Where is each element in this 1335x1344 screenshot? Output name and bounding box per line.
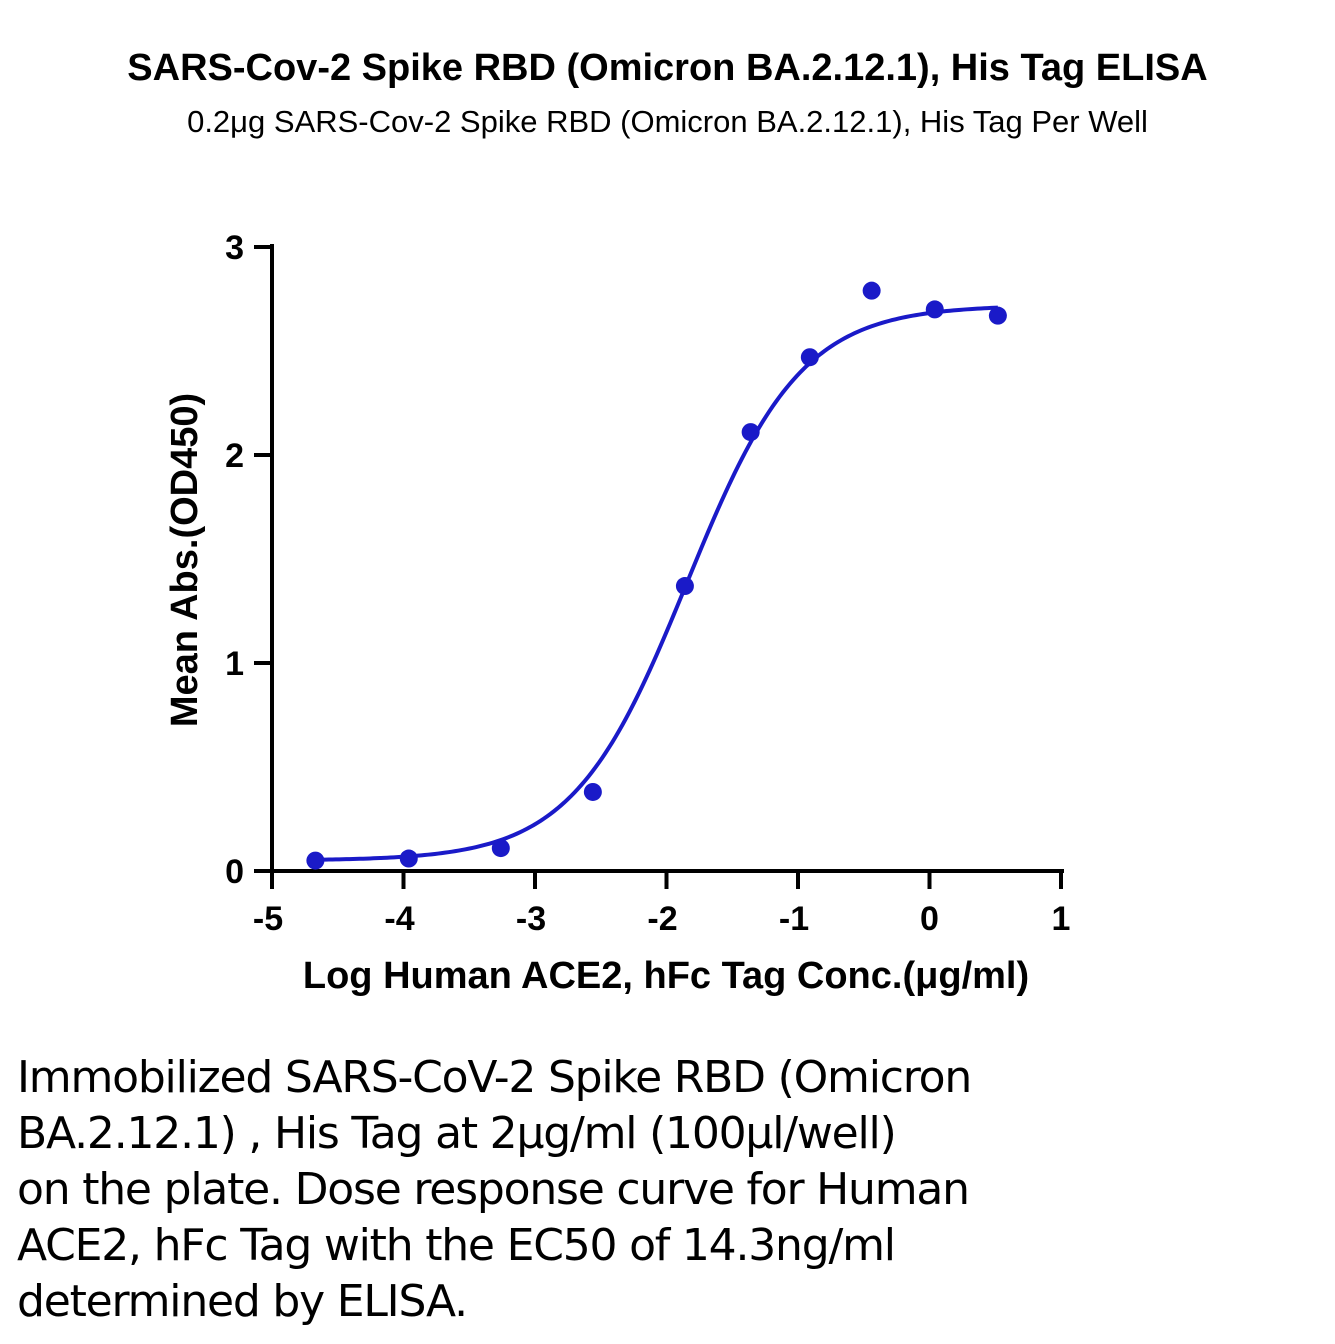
y-tick-label: 1	[225, 645, 244, 683]
caption-line: BA.2.12.1) , His Tag at 2μg/ml (100μl/we…	[17, 1108, 897, 1159]
x-tick-label: -2	[647, 900, 677, 938]
y-tick-label: 3	[225, 229, 244, 267]
chart-title: SARS-Cov-2 Spike RBD (Omicron BA.2.12.1)…	[127, 47, 1208, 89]
data-point	[925, 300, 944, 319]
caption-line: ACE2, hFc Tag with the EC50 of 14.3ng/ml	[17, 1220, 896, 1271]
x-tick-label: -1	[779, 900, 809, 938]
y-tick-label: 0	[225, 853, 244, 891]
y-tick-label: 2	[225, 437, 244, 475]
data-point	[306, 851, 325, 870]
fit-curve	[315, 305, 998, 862]
x-axis: -5 -4 -3 -2 -1 0 1 Log Human ACE2, hFc Tag Con…	[253, 869, 1071, 997]
caption-line: determined by ELISA.	[17, 1276, 468, 1327]
caption-line: on the plate. Dose response curve for Hu…	[17, 1164, 970, 1215]
data-point	[399, 849, 418, 868]
x-axis-label: Log Human ACE2, hFc Tag Conc.(μg/ml)	[303, 955, 1029, 997]
caption-line: Immobilized SARS-CoV-2 Spike RBD (Omicro…	[17, 1052, 972, 1103]
elisa-chart: 0 1 2 3 Mean Abs.(OD450) -5 -4 -3 -2 -1 0 1 Log H…	[164, 229, 1071, 997]
chart-subtitle: 0.2μg SARS-Cov-2 Spike RBD (Omicron BA.2…	[187, 104, 1148, 139]
data-point	[491, 839, 510, 858]
figure-caption: Immobilized SARS-CoV-2 Spike RBD (Omicro…	[17, 1050, 1317, 1330]
x-ticks: -5 -4 -3 -2 -1 0 1	[253, 871, 1071, 938]
data-point	[862, 281, 881, 300]
x-tick-label: -5	[253, 900, 283, 938]
x-tick-label: 1	[1052, 900, 1071, 938]
x-tick-label: -4	[384, 900, 414, 938]
y-axis: 0 1 2 3 Mean Abs.(OD450)	[164, 229, 274, 891]
data-points	[306, 281, 1007, 870]
y-ticks: 0 1 2 3	[225, 229, 272, 891]
data-point	[741, 423, 760, 442]
data-point	[675, 577, 694, 596]
data-point	[988, 306, 1007, 325]
x-tick-label: -3	[516, 900, 546, 938]
data-point	[800, 348, 819, 367]
x-tick-label: 0	[920, 900, 939, 938]
data-point	[583, 782, 602, 801]
plot-area	[306, 281, 1007, 870]
y-axis-label: Mean Abs.(OD450)	[164, 393, 206, 727]
